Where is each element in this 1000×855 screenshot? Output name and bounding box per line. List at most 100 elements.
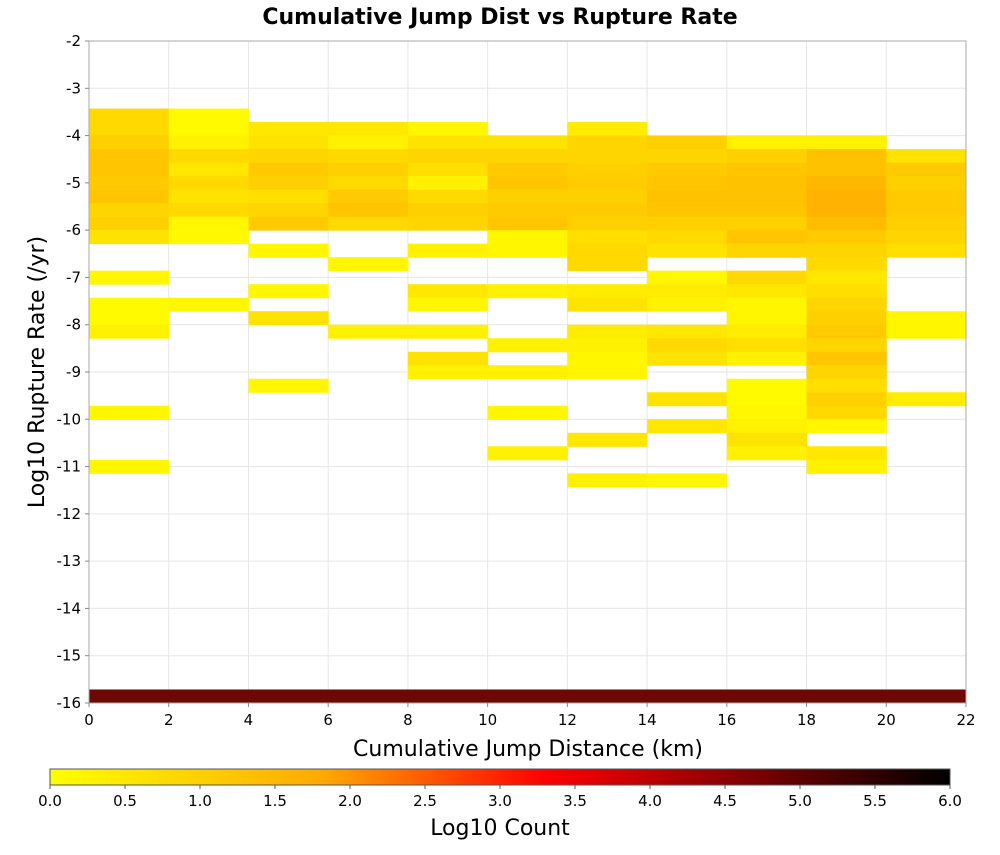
heatmap-cell [647, 203, 728, 218]
colorbar-tick-label: 2.5 [413, 792, 437, 810]
x-tick-label: 12 [558, 711, 577, 729]
heatmap-cell [407, 365, 489, 380]
heatmap-cell [328, 189, 409, 204]
heatmap-cell [567, 432, 648, 447]
heatmap-cell [647, 297, 728, 312]
heatmap-cell [886, 392, 967, 407]
heatmap-cell [487, 189, 568, 204]
heatmap-cell [726, 189, 808, 204]
heatmap-cell [726, 351, 808, 366]
y-tick-label: -13 [57, 552, 82, 570]
heatmap-cell [726, 297, 808, 312]
heatmap-cell [168, 297, 249, 312]
heatmap-cell [806, 284, 887, 299]
heatmap-cell [886, 216, 967, 231]
heatmap-cell [328, 203, 409, 218]
heatmap-cell [248, 243, 329, 258]
heatmap-cell [328, 135, 409, 150]
heatmap-cell [647, 338, 728, 353]
heatmap-cell [806, 324, 887, 339]
x-tick-label: 2 [164, 711, 174, 729]
heatmap-cell [487, 162, 568, 177]
heatmap-cell [567, 203, 648, 218]
heatmap-cell [567, 230, 648, 245]
heatmap-cell [168, 108, 249, 123]
y-tick-label: -15 [57, 647, 82, 665]
heatmap-cell [886, 311, 967, 326]
heatmap-cell [567, 189, 648, 204]
heatmap-cell [89, 459, 170, 474]
heatmap-cell [886, 149, 967, 164]
heatmap-cell [726, 230, 808, 245]
heatmap-cell [647, 162, 728, 177]
x-tick-label: 8 [403, 711, 413, 729]
heatmap-cell [886, 203, 967, 218]
heatmap-cell [806, 405, 887, 420]
heatmap-cell [726, 338, 808, 353]
y-tick-label: -12 [57, 505, 82, 523]
heatmap-cell [89, 297, 170, 312]
heatmap-cell [567, 324, 648, 339]
heatmap-cell [806, 203, 887, 218]
heatmap-cell [647, 176, 728, 191]
heatmap-cell [647, 149, 728, 164]
heatmap-cell [487, 405, 568, 420]
heatmap-cell [168, 216, 249, 231]
heatmap-cell [647, 392, 728, 407]
heatmap-cell [806, 351, 887, 366]
heatmap-cell [328, 257, 409, 272]
heatmap-cell [407, 122, 489, 137]
heatmap-cell [89, 230, 170, 245]
heatmap-cell [89, 189, 170, 204]
y-tick-label: -3 [66, 79, 81, 97]
heatmap-cell [89, 162, 170, 177]
heatmap-cell [806, 365, 887, 380]
colorbar-tick-label: 1.5 [263, 792, 287, 810]
heatmap-cell [248, 284, 329, 299]
heatmap-cell [647, 284, 728, 299]
y-axis-ticks: -2 -3 -4 -5 -6 -7 -8 -9 -10 -11 -12 -13 -14 -15 -16 [57, 32, 89, 712]
heatmap-cell [89, 149, 170, 164]
heatmap-cell [726, 284, 808, 299]
heatmap-cell [567, 216, 648, 231]
heatmap-cell [328, 149, 409, 164]
heatmap-cell [726, 432, 808, 447]
heatmap-cell [248, 122, 329, 137]
chart-title: Cumulative Jump Dist vs Rupture Rate [262, 5, 737, 30]
heatmap-cell [248, 135, 329, 150]
heatmap-cell [328, 162, 409, 177]
heatmap-cell [806, 162, 887, 177]
heatmap-cell [567, 351, 648, 366]
heatmap-cell [168, 135, 249, 150]
heatmap-cell [726, 149, 808, 164]
y-tick-label: -2 [66, 32, 81, 50]
heatmap-cell [647, 473, 728, 488]
heatmap-cell [567, 284, 648, 299]
heatmap-cell [726, 135, 808, 150]
heatmap-cell [806, 176, 887, 191]
heatmap-cell [567, 122, 648, 137]
heatmap-cell [806, 446, 887, 461]
heatmap-cell [168, 162, 249, 177]
heatmap-cell [726, 216, 808, 231]
heatmap-cell [168, 149, 249, 164]
heatmap-cell [726, 176, 808, 191]
colorbar [49, 768, 951, 786]
heatmap-cell [647, 270, 728, 285]
y-tick-label: -11 [57, 458, 82, 476]
heatmap-cell [328, 176, 409, 191]
heatmap-cell [89, 324, 170, 339]
heatmap-cell [806, 257, 887, 272]
heatmap-cell [487, 230, 568, 245]
colorbar-tick-label: 4.5 [713, 792, 737, 810]
heatmap-cell [567, 338, 648, 353]
heatmap-cell [806, 216, 887, 231]
heatmap-cell [407, 216, 489, 231]
heatmap-cell [726, 162, 808, 177]
heatmap-cell [248, 189, 329, 204]
heatmap-cell [407, 324, 489, 339]
heatmap-cell [89, 108, 170, 123]
heatmap-cell [168, 203, 249, 218]
y-tick-label: -5 [66, 174, 81, 192]
heatmap-cell [567, 365, 648, 380]
